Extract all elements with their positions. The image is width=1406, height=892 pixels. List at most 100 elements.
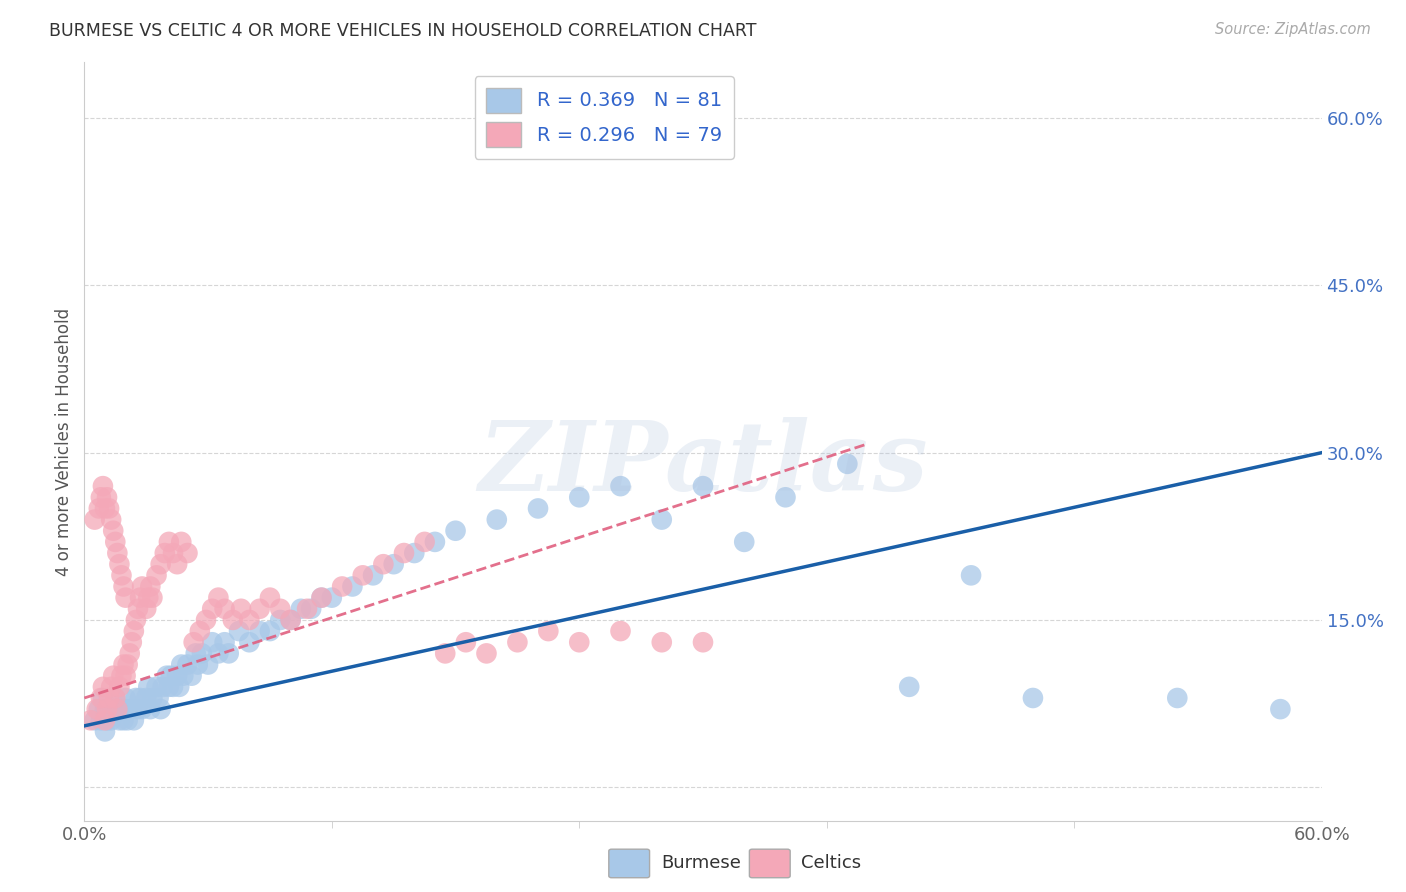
Point xyxy=(259,591,281,605)
Point xyxy=(373,557,395,572)
Point xyxy=(413,534,436,549)
Point xyxy=(104,690,127,705)
Point xyxy=(170,657,193,672)
Text: Burmese: Burmese xyxy=(661,855,741,872)
Point xyxy=(172,669,194,683)
Point xyxy=(105,702,128,716)
Point xyxy=(238,613,260,627)
Point xyxy=(87,702,110,716)
Point xyxy=(136,591,159,605)
Point xyxy=(112,714,135,728)
Point xyxy=(162,546,184,560)
Point xyxy=(214,602,236,616)
Point xyxy=(110,568,132,582)
Point xyxy=(434,646,457,660)
Point xyxy=(1270,702,1292,716)
Point xyxy=(87,501,110,516)
Point xyxy=(125,613,148,627)
Text: BURMESE VS CELTIC 4 OR MORE VEHICLES IN HOUSEHOLD CORRELATION CHART: BURMESE VS CELTIC 4 OR MORE VEHICLES IN … xyxy=(49,22,756,40)
Point xyxy=(214,635,236,649)
Point xyxy=(156,669,179,683)
Point xyxy=(259,624,281,639)
Point xyxy=(1166,690,1188,705)
Point xyxy=(207,591,229,605)
Point xyxy=(83,714,105,728)
Point xyxy=(692,635,714,649)
Point xyxy=(90,490,112,504)
Point xyxy=(112,580,135,594)
Point xyxy=(299,602,322,616)
Point xyxy=(79,714,101,728)
Point xyxy=(222,613,245,627)
Point xyxy=(127,702,149,716)
Point xyxy=(176,546,198,560)
Point xyxy=(166,669,188,683)
Point xyxy=(651,512,673,526)
Point xyxy=(527,501,550,516)
Point xyxy=(183,635,205,649)
Point xyxy=(94,702,117,716)
Legend: R = 0.369   N = 81, R = 0.296   N = 79: R = 0.369 N = 81, R = 0.296 N = 79 xyxy=(474,76,734,159)
Point xyxy=(228,624,250,639)
Point xyxy=(114,669,136,683)
Point xyxy=(110,669,132,683)
Point xyxy=(201,635,224,649)
Text: Source: ZipAtlas.com: Source: ZipAtlas.com xyxy=(1215,22,1371,37)
Point xyxy=(187,657,209,672)
Point xyxy=(104,690,127,705)
Y-axis label: 4 or more Vehicles in Household: 4 or more Vehicles in Household xyxy=(55,308,73,575)
Point xyxy=(110,702,132,716)
Point xyxy=(568,490,591,504)
Point xyxy=(382,557,405,572)
Point xyxy=(280,613,302,627)
Point xyxy=(311,591,333,605)
Point xyxy=(153,546,176,560)
Point xyxy=(229,602,252,616)
Point xyxy=(352,568,374,582)
Point xyxy=(249,602,271,616)
Point xyxy=(91,479,114,493)
Point xyxy=(96,714,118,728)
Point xyxy=(157,680,180,694)
Point xyxy=(125,690,148,705)
Point xyxy=(104,534,127,549)
Point xyxy=(537,624,560,639)
Point xyxy=(330,580,353,594)
Point xyxy=(280,613,302,627)
Point xyxy=(121,702,143,716)
Point xyxy=(94,714,117,728)
Point xyxy=(506,635,529,649)
Point xyxy=(269,602,291,616)
Point xyxy=(201,602,224,616)
Point xyxy=(568,635,591,649)
Text: ZIPatlas: ZIPatlas xyxy=(478,417,928,511)
Point xyxy=(98,501,121,516)
Point xyxy=(118,646,141,660)
Point xyxy=(139,580,162,594)
Point xyxy=(651,635,673,649)
Point xyxy=(100,680,122,694)
Point xyxy=(162,680,184,694)
Point xyxy=(135,690,157,705)
Point xyxy=(129,591,152,605)
Point xyxy=(90,714,112,728)
Point xyxy=(218,646,240,660)
Point xyxy=(145,680,167,694)
Point xyxy=(188,624,211,639)
Point xyxy=(117,714,139,728)
Point xyxy=(148,690,170,705)
Point xyxy=(361,568,384,582)
Point xyxy=(108,714,131,728)
Point xyxy=(195,613,218,627)
Point xyxy=(157,534,180,549)
Point xyxy=(96,490,118,504)
Point xyxy=(103,669,125,683)
Point xyxy=(91,690,114,705)
Point xyxy=(122,714,145,728)
Point xyxy=(170,534,193,549)
Point xyxy=(98,690,121,705)
Point xyxy=(141,591,163,605)
Point xyxy=(103,702,125,716)
Point xyxy=(166,557,188,572)
Point xyxy=(145,568,167,582)
